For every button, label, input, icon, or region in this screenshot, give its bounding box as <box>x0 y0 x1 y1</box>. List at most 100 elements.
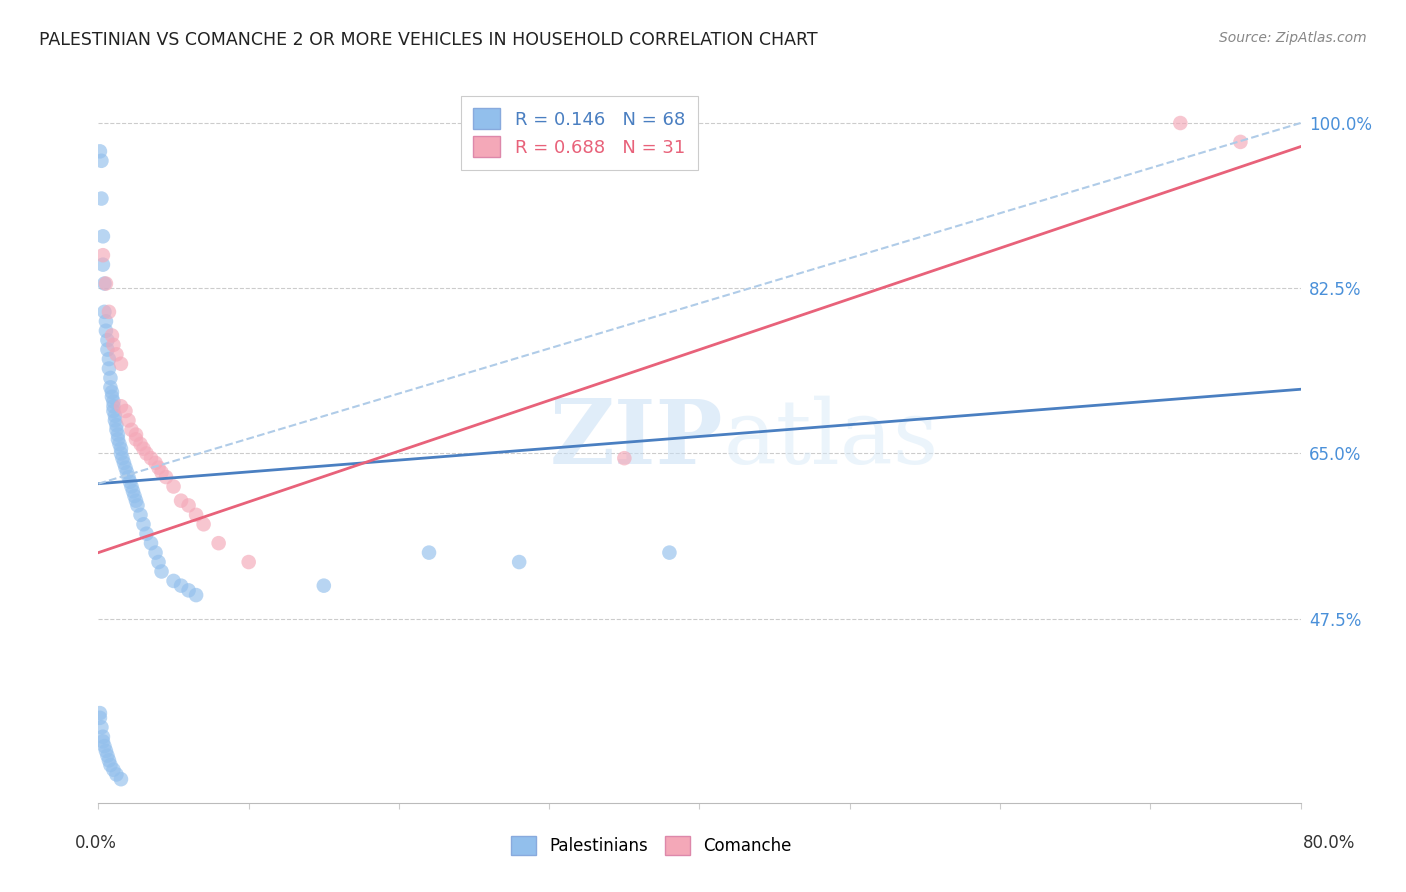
Point <box>110 357 132 371</box>
Point <box>184 508 207 522</box>
Point <box>93 277 115 291</box>
Point <box>145 546 167 560</box>
Point <box>110 399 132 413</box>
Point <box>162 574 184 588</box>
Text: 80.0%: 80.0% <box>1302 834 1355 852</box>
Point <box>103 338 125 352</box>
Point <box>114 404 136 418</box>
Point <box>111 451 134 466</box>
Point <box>135 526 157 541</box>
Point <box>100 371 122 385</box>
Point <box>162 479 184 493</box>
Point <box>105 423 128 437</box>
Point <box>117 413 139 427</box>
Point <box>170 493 193 508</box>
Point <box>90 720 112 734</box>
Text: PALESTINIAN VS COMANCHE 2 OR MORE VEHICLES IN HOUSEHOLD CORRELATION CHART: PALESTINIAN VS COMANCHE 2 OR MORE VEHICL… <box>39 31 818 49</box>
Point <box>193 517 215 532</box>
Point <box>103 404 125 418</box>
Point <box>96 333 118 347</box>
Point <box>1229 135 1251 149</box>
Point <box>114 460 136 475</box>
Point <box>89 706 111 720</box>
Point <box>127 499 149 513</box>
Point <box>94 744 117 758</box>
Text: atlas: atlas <box>724 396 939 483</box>
Point <box>101 328 124 343</box>
Point <box>418 546 440 560</box>
Point <box>93 305 115 319</box>
Point <box>148 555 170 569</box>
Point <box>150 565 173 579</box>
Point <box>101 385 124 400</box>
Point <box>97 352 120 367</box>
Text: 0.0%: 0.0% <box>75 834 117 852</box>
Point <box>613 451 636 466</box>
Point <box>150 466 173 480</box>
Point <box>89 145 111 159</box>
Text: ZIP: ZIP <box>550 396 724 483</box>
Point <box>105 767 128 781</box>
Point <box>118 475 141 489</box>
Point <box>135 446 157 460</box>
Point <box>658 546 681 560</box>
Point <box>129 508 152 522</box>
Point <box>91 730 114 744</box>
Point <box>110 442 132 456</box>
Point <box>91 248 114 262</box>
Point <box>208 536 231 550</box>
Point <box>155 470 177 484</box>
Point <box>117 470 139 484</box>
Point <box>112 456 135 470</box>
Point <box>104 413 127 427</box>
Point <box>97 753 120 767</box>
Point <box>177 499 200 513</box>
Point <box>121 479 143 493</box>
Point <box>108 437 131 451</box>
Point <box>170 579 193 593</box>
Point <box>100 758 122 772</box>
Point <box>132 517 155 532</box>
Point <box>121 423 143 437</box>
Point <box>110 446 132 460</box>
Point <box>89 711 111 725</box>
Point <box>94 314 117 328</box>
Point <box>97 361 120 376</box>
Point <box>93 739 115 753</box>
Point <box>125 432 148 446</box>
Point <box>115 466 138 480</box>
Point <box>105 347 128 361</box>
Point <box>103 394 125 409</box>
Point <box>238 555 260 569</box>
Point <box>125 493 148 508</box>
Point <box>91 258 114 272</box>
Point <box>90 153 112 168</box>
Point <box>139 451 162 466</box>
Point <box>91 229 114 244</box>
Text: Source: ZipAtlas.com: Source: ZipAtlas.com <box>1219 31 1367 45</box>
Point <box>97 305 120 319</box>
Point <box>96 748 118 763</box>
Point <box>129 437 152 451</box>
Point <box>107 432 129 446</box>
Point <box>1170 116 1192 130</box>
Point <box>105 418 128 433</box>
Point <box>107 427 129 442</box>
Point <box>94 324 117 338</box>
Point <box>132 442 155 456</box>
Point <box>125 427 148 442</box>
Point <box>103 399 125 413</box>
Point <box>148 460 170 475</box>
Point <box>103 763 125 777</box>
Point <box>96 343 118 357</box>
Point <box>139 536 162 550</box>
Point <box>91 734 114 748</box>
Point <box>124 489 146 503</box>
Point <box>90 192 112 206</box>
Point <box>122 484 145 499</box>
Legend: Palestinians, Comanche: Palestinians, Comanche <box>499 824 803 867</box>
Point <box>508 555 530 569</box>
Point <box>100 380 122 394</box>
Point <box>312 579 335 593</box>
Point <box>94 277 117 291</box>
